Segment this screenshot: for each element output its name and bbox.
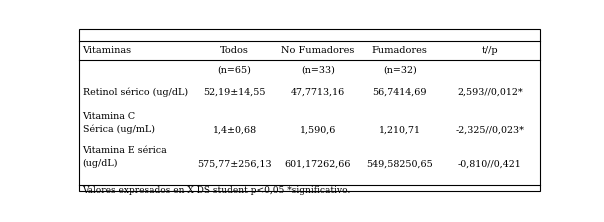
Text: 575,77±256,13: 575,77±256,13 [198,159,272,168]
Text: Todos: Todos [220,46,249,55]
Text: (n=65): (n=65) [217,66,252,75]
Text: 47,7713,16: 47,7713,16 [291,87,345,96]
Text: 601,17262,66: 601,17262,66 [284,159,351,168]
FancyBboxPatch shape [79,29,540,191]
Text: Vitaminas: Vitaminas [83,46,132,55]
Text: (n=32): (n=32) [383,66,417,75]
Text: 1,210,71: 1,210,71 [379,125,420,134]
Text: -2,325//0,023*: -2,325//0,023* [455,125,524,134]
Text: 1,4±0,68: 1,4±0,68 [213,125,257,134]
Text: No Fumadores: No Fumadores [281,46,355,55]
Text: 2,593//0,012*: 2,593//0,012* [457,87,522,96]
Text: (ug/dL): (ug/dL) [83,159,118,168]
Text: (n=33): (n=33) [301,66,335,75]
Text: Valores expresados en X DS student p<0,05 *significativo.: Valores expresados en X DS student p<0,0… [83,186,351,195]
Text: Vitamina C: Vitamina C [83,112,136,121]
Text: Sérica (ug/mL): Sérica (ug/mL) [83,125,155,134]
Text: -0,810//0,421: -0,810//0,421 [458,159,522,168]
Text: 56,7414,69: 56,7414,69 [373,87,427,96]
Text: Vitamina E sérica: Vitamina E sérica [83,147,167,155]
Text: Fumadores: Fumadores [371,46,428,55]
Text: 52,19±14,55: 52,19±14,55 [204,87,266,96]
Text: 1,590,6: 1,590,6 [300,125,336,134]
Text: 549,58250,65: 549,58250,65 [366,159,433,168]
Text: t//p: t//p [481,46,498,55]
Text: Retinol sérico (ug/dL): Retinol sérico (ug/dL) [83,87,188,97]
